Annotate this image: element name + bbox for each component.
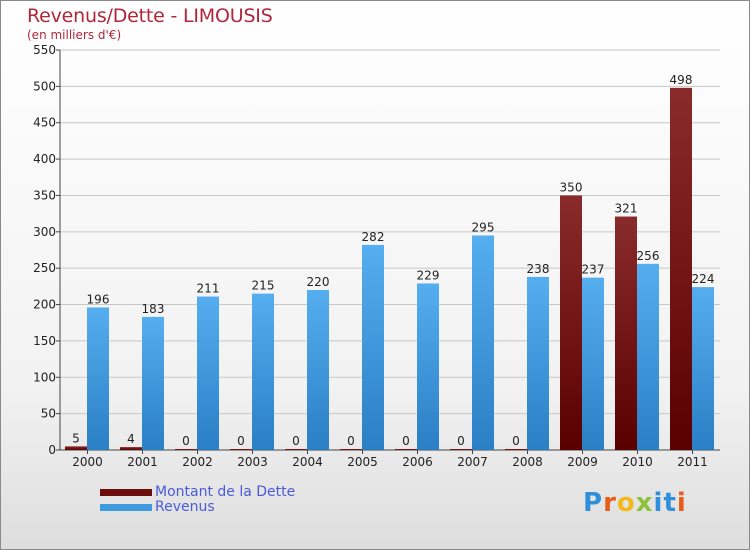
y-tick-label: 400 [33,152,56,166]
bar-debt [395,449,417,450]
legend-label-debt: Montant de la Dette [155,484,296,500]
proxiti-logo: Proxiti [583,488,687,518]
legend-label-revenus: Revenus [155,499,215,515]
legend-swatch-revenus [100,504,152,511]
x-tick-label: 2005 [347,455,378,469]
data-label-revenus: 215 [252,279,275,293]
data-label-revenus: 211 [197,282,220,296]
y-tick-label: 250 [33,261,56,275]
data-label-revenus: 224 [692,272,715,286]
bar-debt [615,216,637,450]
chart-title: Revenus/Dette - LIMOUSIS [27,5,273,27]
x-tick-label: 2010 [622,455,653,469]
bar-revenus [362,244,384,450]
data-label-debt: 0 [182,434,190,448]
y-tick-label: 450 [33,116,56,130]
data-label-revenus: 256 [637,249,660,263]
bar-revenus [692,287,714,450]
data-label-revenus: 282 [362,230,385,244]
data-label-revenus: 295 [472,220,495,234]
x-tick-label: 2001 [127,455,158,469]
x-tick-label: 2011 [677,455,708,469]
chart-subtitle: (en milliers d'€) [27,28,122,42]
x-tick-label: 2003 [237,455,268,469]
legend-swatch-debt [100,489,152,496]
x-tick-label: 2006 [402,455,433,469]
y-tick-label: 200 [33,298,56,312]
data-label-debt: 0 [237,434,245,448]
bar-revenus [87,307,109,450]
data-label-debt: 5 [72,431,80,445]
bar-debt [285,449,307,450]
bar-revenus [637,263,659,450]
bar-debt [505,449,527,450]
y-tick-label: 300 [33,225,56,239]
y-tick-label: 150 [33,334,56,348]
x-tick-label: 2000 [72,455,103,469]
bar-revenus [307,290,329,450]
data-label-debt: 0 [457,434,465,448]
bar-debt [670,87,692,451]
bar-revenus [417,283,439,450]
bar-revenus [252,293,274,450]
bar-revenus [142,316,164,450]
data-label-revenus: 196 [87,292,110,306]
bar-debt [120,447,142,450]
y-tick-label: 550 [33,43,56,57]
data-label-debt: 4 [127,432,135,446]
x-tick-label: 2002 [182,455,213,469]
data-label-debt: 0 [292,434,300,448]
data-label-debt: 350 [560,180,583,194]
data-label-debt: 0 [402,434,410,448]
data-label-debt: 498 [670,73,693,87]
y-tick-label: 0 [48,443,56,457]
data-label-debt: 321 [615,202,638,216]
y-tick-label: 50 [41,407,56,421]
data-label-debt: 0 [512,434,520,448]
data-label-revenus: 229 [417,268,440,282]
bar-debt [450,449,472,450]
data-label-revenus: 237 [582,263,605,277]
data-label-revenus: 183 [142,302,165,316]
x-tick-label: 2008 [512,455,543,469]
x-tick-label: 2007 [457,455,488,469]
data-label-revenus: 238 [527,262,550,276]
data-label-debt: 0 [347,434,355,448]
bar-revenus [472,235,494,450]
bar-debt [340,449,362,450]
bar-debt [65,446,87,450]
bar-revenus [527,276,549,450]
bar-debt [175,449,197,450]
y-tick-label: 350 [33,188,56,202]
y-tick-label: 100 [33,370,56,384]
bar-debt [560,195,582,450]
x-tick-label: 2004 [292,455,323,469]
bar-debt [230,449,252,450]
x-tick-label: 2009 [567,455,598,469]
data-label-revenus: 220 [307,275,330,289]
bar-revenus [197,296,219,450]
y-tick-label: 500 [33,79,56,93]
bar-revenus [582,277,604,450]
